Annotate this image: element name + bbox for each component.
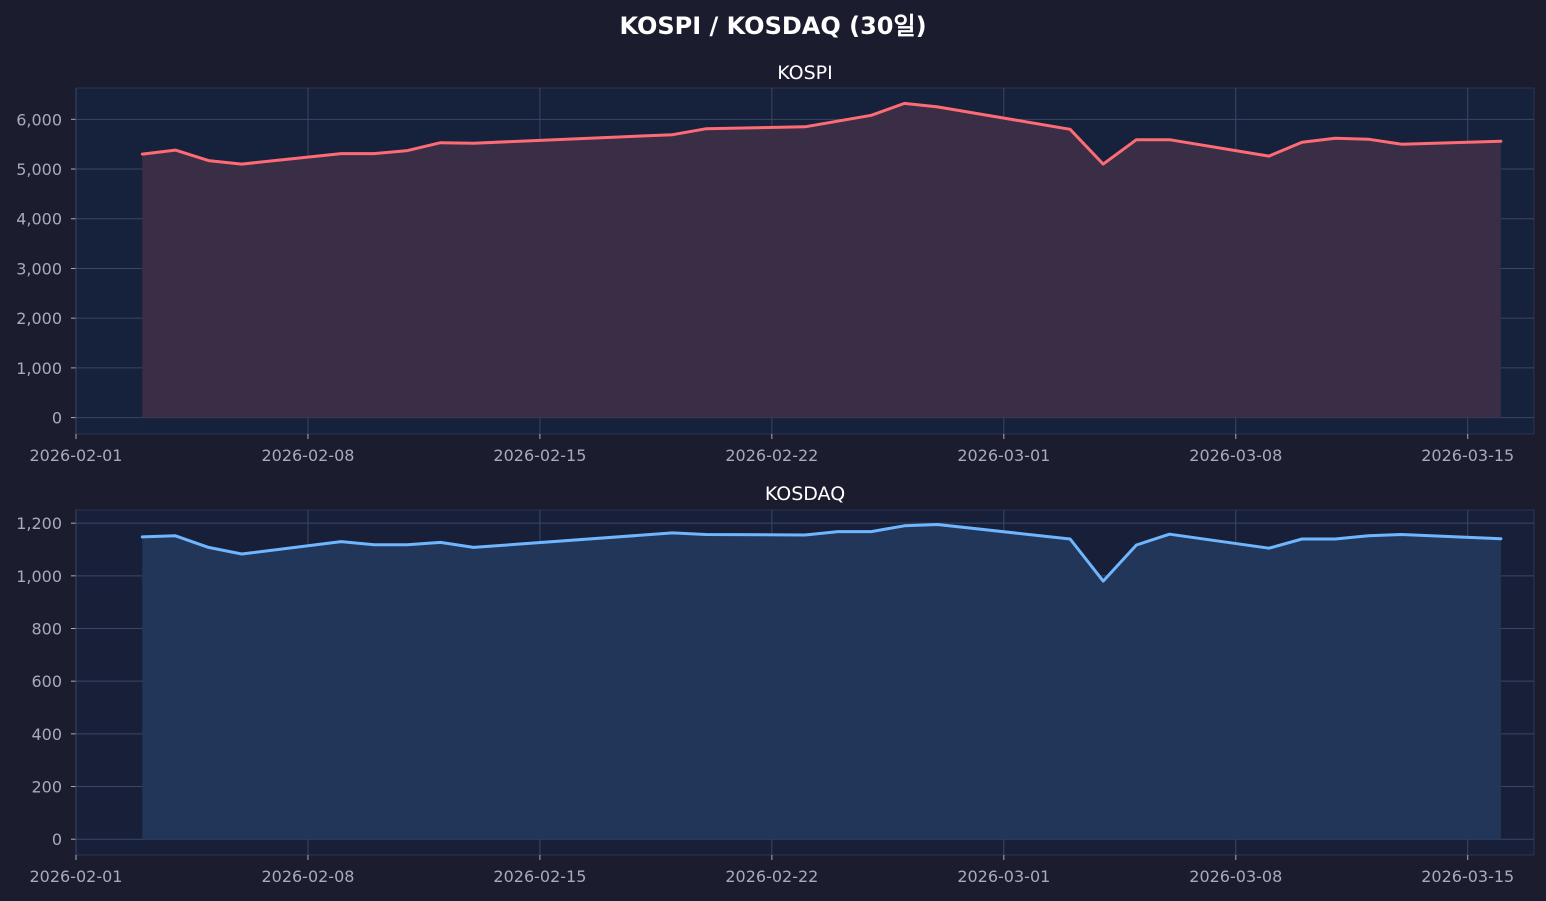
kosdaq-y-tick-label: 600 — [31, 672, 62, 691]
kospi-data-point — [869, 113, 873, 117]
kosdaq-data-point — [704, 533, 708, 537]
kospi-y-tick-label: 1,000 — [16, 359, 62, 378]
kosdaq-y-tick-label: 1,000 — [16, 567, 62, 586]
kospi-data-point — [140, 152, 144, 156]
kospi-data-point — [902, 101, 906, 105]
kosdaq-data-point — [1366, 534, 1370, 538]
kospi-x-tick-label: 2026-02-01 — [30, 446, 123, 465]
kospi-x-tick-label: 2026-02-08 — [261, 446, 354, 465]
kospi-data-point — [936, 105, 940, 109]
kospi-data-point — [472, 141, 476, 145]
kospi-y-tick-label: 2,000 — [16, 309, 62, 328]
kospi-data-point — [372, 152, 376, 156]
kosdaq-data-point — [1101, 579, 1105, 583]
kosdaq-x-tick-label: 2026-02-15 — [493, 867, 586, 886]
kosdaq-data-point — [1333, 537, 1337, 541]
kosdaq-data-point — [1300, 537, 1304, 541]
kospi-data-point — [405, 149, 409, 153]
kospi-data-point — [1333, 136, 1337, 140]
kosdaq-data-point — [1068, 537, 1072, 541]
kosdaq-data-point — [902, 524, 906, 528]
kospi-y-tick-label: 3,000 — [16, 259, 62, 278]
kosdaq-data-point — [803, 533, 807, 537]
kosdaq-data-point — [339, 540, 343, 544]
kospi-data-point — [173, 148, 177, 152]
kosdaq-x-tick-label: 2026-03-15 — [1421, 867, 1514, 886]
kosdaq-data-point — [1267, 546, 1271, 550]
kospi-data-point — [339, 152, 343, 156]
kospi-data-point — [1101, 162, 1105, 166]
kospi-series-line — [140, 101, 1503, 166]
kosdaq-data-point — [1168, 532, 1172, 536]
kosdaq-x-tick-label: 2026-02-22 — [725, 867, 818, 886]
kospi-data-point — [803, 125, 807, 129]
kosdaq-y-tick-label: 1,200 — [16, 514, 62, 533]
kospi-y-tick-label: 0 — [52, 409, 62, 428]
kospi-data-point — [439, 141, 443, 145]
kosdaq-y-tick-label: 200 — [31, 778, 62, 797]
kosdaq-data-point — [207, 545, 211, 549]
kosdaq-data-point — [240, 552, 244, 556]
kospi-data-point — [1366, 137, 1370, 141]
kosdaq-x-tick-label: 2026-02-01 — [30, 867, 123, 886]
kospi-x-tick-label: 2026-03-01 — [957, 446, 1050, 465]
kosdaq-y-tick-label: 800 — [31, 620, 62, 639]
kosdaq-y-tick-label: 400 — [31, 725, 62, 744]
kospi-x-tick-label: 2026-03-08 — [1189, 446, 1282, 465]
kosdaq-data-point — [439, 540, 443, 544]
kospi-data-point — [1300, 140, 1304, 144]
kospi-data-point — [704, 127, 708, 131]
kosdaq-title: KOSDAQ — [765, 483, 845, 505]
kospi-data-point — [1168, 138, 1172, 142]
kospi-x-tick-label: 2026-02-15 — [493, 446, 586, 465]
kospi-title: KOSPI — [777, 62, 833, 84]
kosdaq-panel: 0 200 400 600 800 1,000 1,200 2026-02-01 2026-02… — [16, 483, 1535, 886]
kospi-data-point — [207, 159, 211, 163]
kospi-data-point — [1267, 154, 1271, 158]
kospi-y-tick-label: 6,000 — [16, 110, 62, 129]
kospi-data-point — [671, 133, 675, 137]
kospi-x-tick-label: 2026-02-22 — [725, 446, 818, 465]
kospi-data-point — [1068, 127, 1072, 131]
kosdaq-data-point — [405, 543, 409, 547]
kospi-data-point — [1499, 139, 1503, 143]
kosdaq-data-point — [1134, 543, 1138, 547]
kosdaq-data-point — [1499, 537, 1503, 541]
kosdaq-data-point — [140, 535, 144, 539]
kosdaq-y-tick-label: 0 — [52, 830, 62, 849]
kosdaq-data-point — [472, 545, 476, 549]
kosdaq-data-point — [1400, 533, 1404, 537]
kosdaq-data-point — [936, 523, 940, 527]
kospi-data-point — [1134, 138, 1138, 142]
figure-title: KOSPI / KOSDAQ (30일) — [619, 12, 926, 40]
kospi-panel: 0 1,000 2,000 3,000 4,000 5,000 6,000 2026-02-0… — [16, 62, 1535, 465]
kospi-y-tick-label: 5,000 — [16, 160, 62, 179]
kosdaq-data-point — [869, 530, 873, 534]
kosdaq-data-point — [836, 530, 840, 534]
kosdaq-data-point — [173, 534, 177, 538]
kosdaq-area-fill — [142, 524, 1501, 840]
kosdaq-data-point — [671, 531, 675, 535]
kosdaq-data-point — [372, 543, 376, 547]
kospi-data-point — [1400, 142, 1404, 146]
kospi-y-tick-label: 4,000 — [16, 210, 62, 229]
kosdaq-x-tick-label: 2026-03-01 — [957, 867, 1050, 886]
kospi-x-tick-label: 2026-03-15 — [1421, 446, 1514, 465]
kosdaq-series-line — [140, 523, 1503, 583]
kospi-area-fill — [142, 103, 1501, 418]
kosdaq-x-tick-label: 2026-03-08 — [1189, 867, 1282, 886]
kospi-data-point — [240, 162, 244, 166]
kosdaq-x-tick-label: 2026-02-08 — [261, 867, 354, 886]
